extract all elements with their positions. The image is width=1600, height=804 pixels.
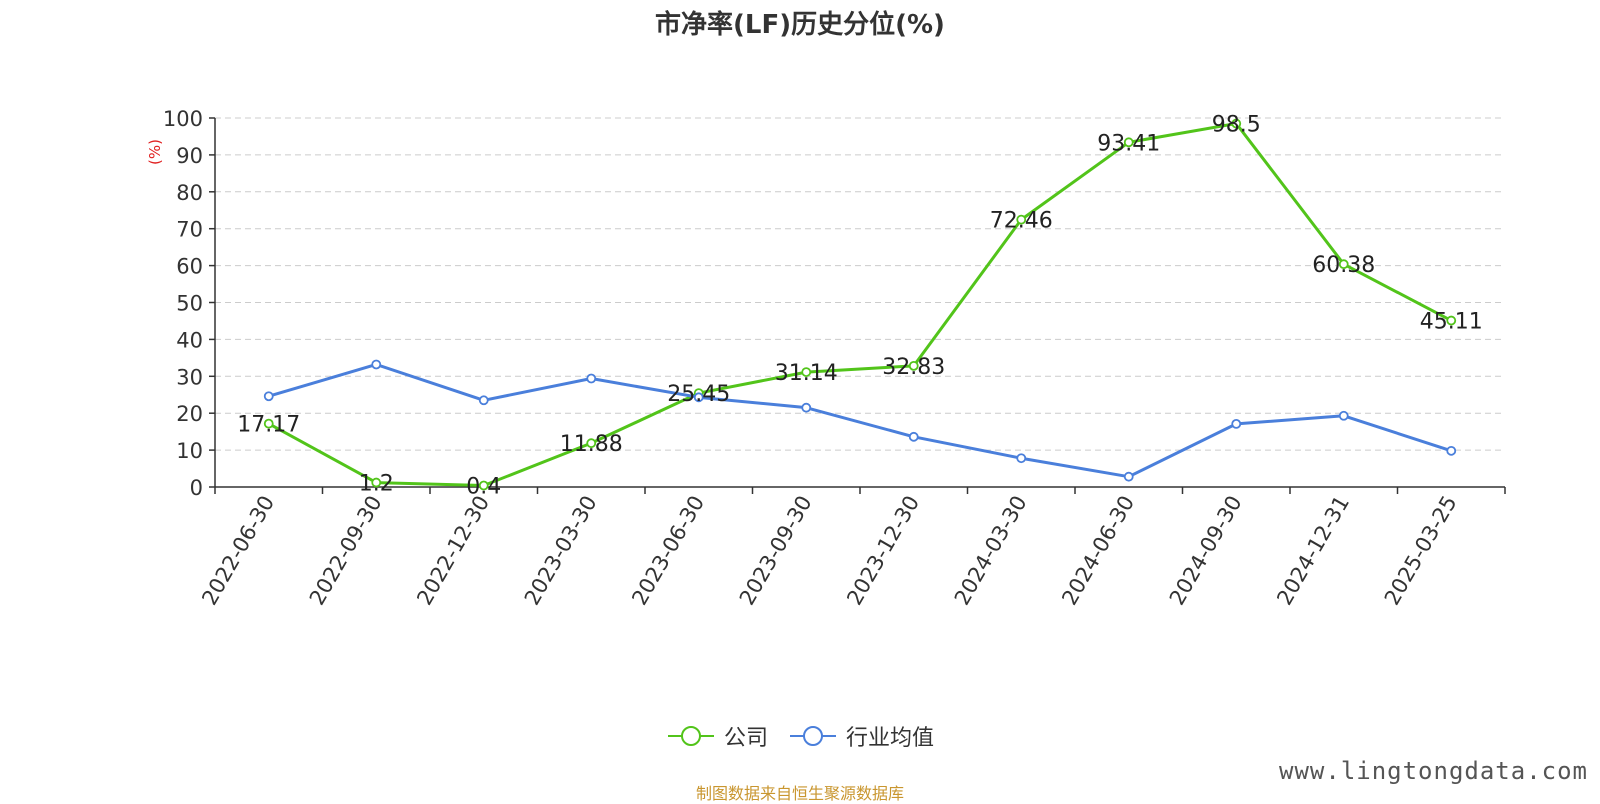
data-point	[263, 391, 274, 402]
data-point	[801, 402, 812, 413]
data-label: 93.41	[1097, 131, 1160, 156]
y-tick-label: 10	[176, 439, 203, 463]
data-point	[1123, 471, 1134, 482]
grid-lines	[215, 117, 1505, 451]
legend-line-circle-icon	[790, 726, 836, 746]
y-tick-label: 20	[176, 402, 203, 426]
data-point	[478, 395, 489, 406]
data-point	[1446, 315, 1457, 326]
data-label: 31.14	[775, 361, 838, 386]
x-tick-label: 2022-09-30	[305, 492, 387, 610]
data-point	[1016, 214, 1027, 225]
x-tick-label: 2023-06-30	[627, 492, 709, 610]
data-label: 60.38	[1312, 253, 1375, 278]
y-tick-label: 100	[163, 107, 203, 131]
y-tick-label: 60	[176, 255, 203, 279]
data-point	[1016, 453, 1027, 464]
legend-item-company[interactable]: 公司	[666, 720, 768, 752]
x-tick-label: 2023-12-30	[842, 492, 924, 610]
x-tick-label: 2024-12-31	[1272, 492, 1354, 610]
data-point	[1231, 419, 1242, 429]
data-label: 45.11	[1420, 310, 1483, 335]
data-point	[693, 392, 704, 403]
x-tick-label: 2025-03-25	[1380, 492, 1462, 610]
legend: 公司 行业均值	[0, 720, 1600, 752]
axes: 0 10 20 30 40 50 60 70 80 90 100 (%) 2022-06-30 2022-…	[146, 107, 1506, 610]
data-point	[586, 438, 597, 449]
y-tick-label: 80	[176, 181, 203, 205]
data-point	[478, 480, 489, 491]
data-label: 17.17	[237, 413, 300, 438]
data-point	[908, 431, 919, 442]
data-label: 98.5	[1212, 113, 1261, 138]
series-line-1	[268, 362, 1452, 479]
data-point	[1338, 410, 1349, 421]
x-tick-label: 2024-03-30	[950, 492, 1032, 610]
data-point	[1231, 118, 1242, 129]
data-labels: 17.17 1.2 0.4 11.88 25.45 31.14 32.83 72.46 93.4…	[237, 113, 1482, 500]
y-axis-label: (%)	[146, 139, 164, 165]
data-point	[586, 373, 597, 384]
x-tick-label: 2024-06-30	[1057, 492, 1139, 610]
data-point	[908, 360, 919, 371]
legend-line-circle-icon	[667, 726, 714, 746]
y-tick-label: 40	[176, 328, 203, 352]
data-point	[1123, 137, 1134, 148]
y-tick-label: 90	[176, 144, 203, 168]
data-label: 0.4	[466, 475, 501, 500]
legend-label-company: 公司	[723, 726, 768, 751]
data-point	[801, 367, 812, 377]
data-label: 25.45	[667, 382, 730, 407]
data-point	[1446, 445, 1457, 456]
y-tick-label: 70	[176, 218, 203, 242]
source-note: 制图数据来自恒生聚源数据库	[695, 784, 904, 803]
x-tick-label: 2024-09-30	[1165, 492, 1247, 610]
x-tick-label: 2023-09-30	[735, 492, 817, 610]
series-line-0	[268, 122, 1452, 488]
x-tick-label: 2022-12-30	[412, 492, 494, 610]
data-label: 32.83	[882, 355, 945, 380]
data-point	[371, 477, 382, 488]
data-point	[1338, 259, 1349, 270]
y-tick-label: 0	[190, 476, 203, 500]
x-tick-label: 2022-06-30	[197, 492, 279, 610]
data-label: 1.2	[359, 472, 394, 497]
data-label: 72.46	[990, 209, 1053, 234]
data-point	[371, 359, 382, 370]
series-lines	[263, 118, 1457, 491]
legend-label-industry: 行业均值	[846, 726, 935, 751]
legend-item-industry[interactable]: 行业均值	[788, 720, 934, 752]
data-point	[263, 418, 274, 429]
watermark-text: www.lingtongdata.com	[1279, 757, 1588, 785]
x-tick-label: 2023-03-30	[520, 492, 602, 610]
data-label: 11.88	[560, 432, 623, 457]
chart-title: 市净率(LF)历史分位(%)	[655, 10, 945, 40]
y-tick-label: 50	[176, 292, 203, 316]
y-tick-label: 30	[176, 365, 203, 389]
